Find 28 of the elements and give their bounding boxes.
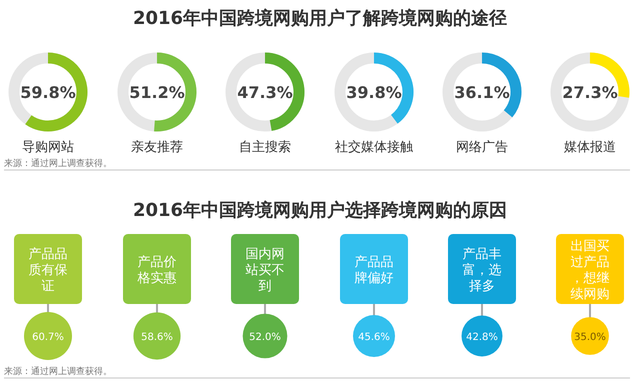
data-label: 42.8%: [466, 332, 498, 343]
data-label: 52.0%: [249, 332, 281, 343]
text: 2016年中国跨境网购用户选择跨境网购的原因: [132, 200, 508, 221]
category-label: 网络广告: [456, 140, 508, 155]
category-label: 国内网站买不到: [246, 247, 284, 294]
category-label: 产品丰富，选择多: [462, 247, 502, 294]
text: 2016年中国跨境网购用户了解跨境网购的途径: [132, 8, 508, 29]
data-label: 51.2%: [129, 83, 185, 102]
category-label: 亲友推荐: [131, 140, 183, 155]
category-label: 媒体报道: [564, 140, 616, 155]
source-note: 来源：通过网上调查获得。: [4, 366, 112, 377]
data-label: 58.6%: [141, 332, 173, 343]
source-note: 来源：通过网上调查获得。: [4, 158, 112, 169]
category-label: 导购网站: [22, 140, 74, 155]
data-label: 47.3%: [237, 83, 293, 102]
data-label: 39.8%: [346, 83, 402, 102]
category-label: 产品品质有保证: [28, 247, 68, 294]
category-label: 产品价格实惠: [136, 255, 176, 286]
data-label: 45.6%: [358, 332, 390, 343]
data-label: 59.8%: [20, 83, 76, 102]
data-label: 27.3%: [562, 83, 618, 102]
category-label: 社交媒体接触: [335, 139, 413, 155]
category-label: 自主搜索: [239, 139, 291, 155]
category-label: 出国买过产品，想继续网购: [570, 239, 610, 302]
data-label: 36.1%: [454, 83, 510, 102]
data-label: 60.7%: [32, 332, 64, 343]
category-label: 产品品牌偏好: [354, 255, 394, 286]
data-label: 35.0%: [574, 332, 606, 343]
